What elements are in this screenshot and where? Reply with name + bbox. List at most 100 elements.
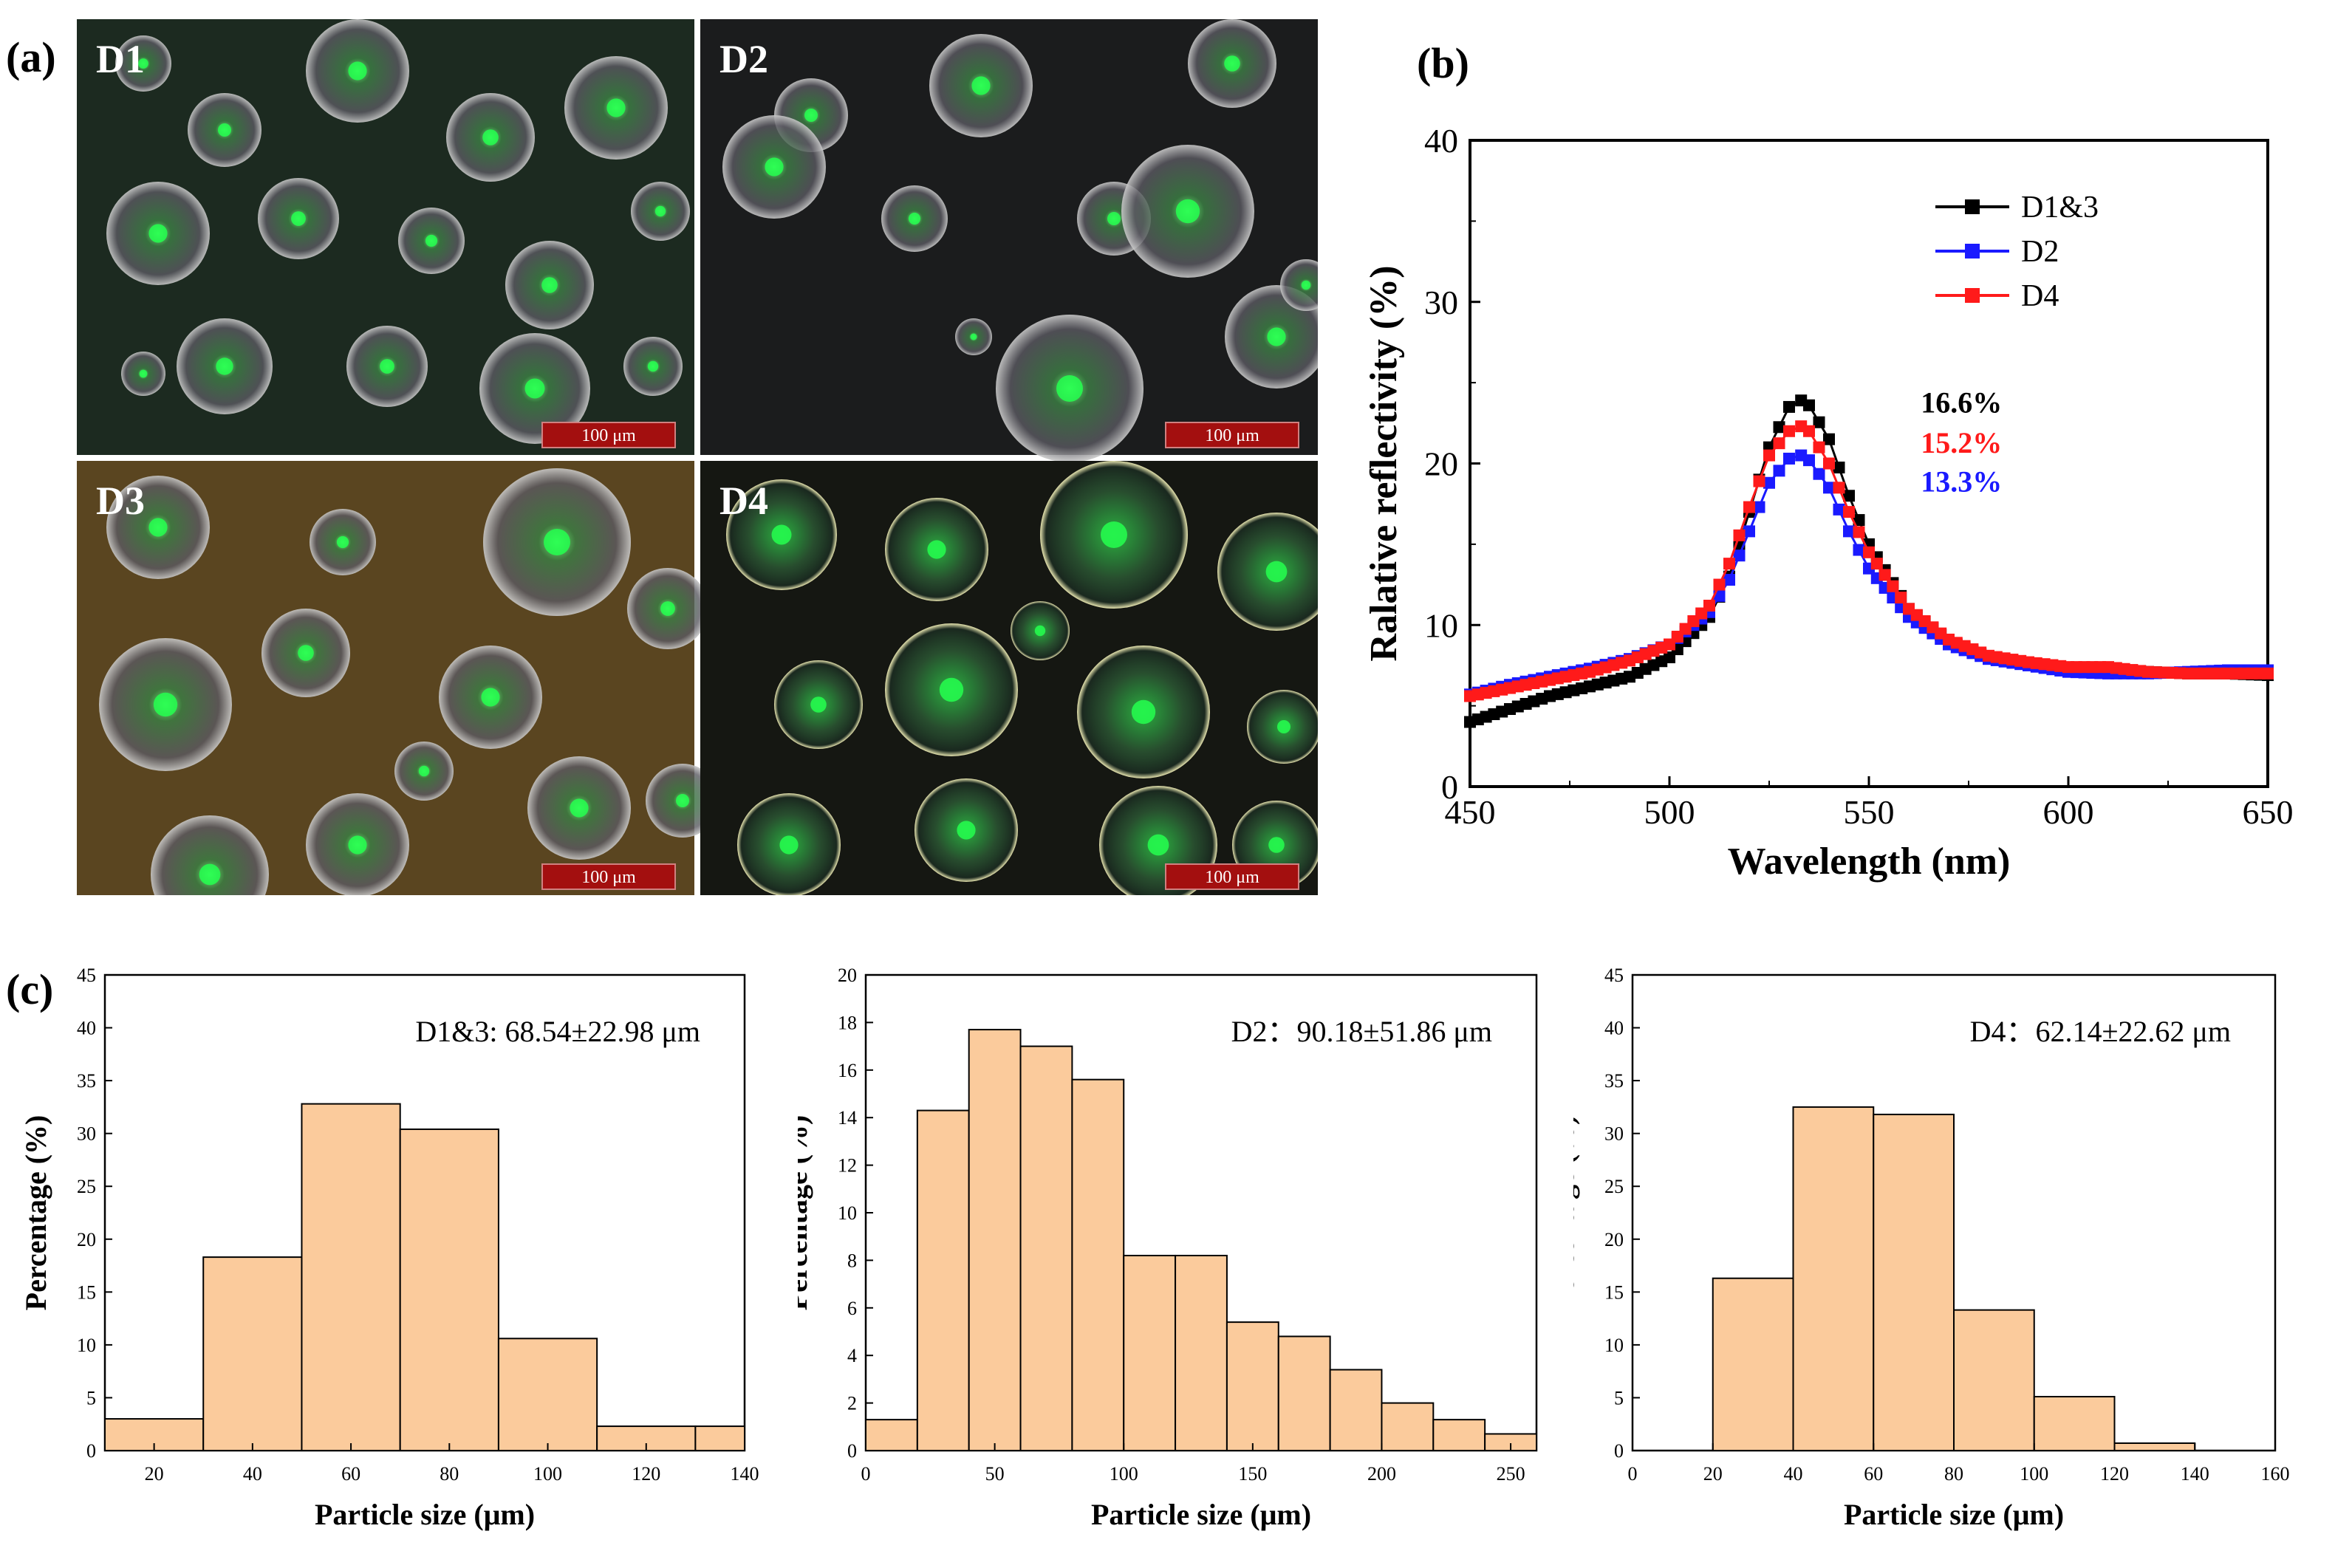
y-axis-label: Percentage (%) [798, 1115, 813, 1311]
y-tick-label: 30 [77, 1123, 96, 1145]
y-tick-label: 10 [1604, 1335, 1624, 1356]
data-point [1887, 580, 1899, 592]
microsphere-core [1301, 280, 1311, 290]
microsphere-core [199, 863, 221, 886]
data-point [1713, 578, 1726, 591]
histogram-bar [1381, 1402, 1435, 1451]
x-tick-label: 150 [1238, 1463, 1267, 1485]
y-tick-label: 0 [847, 1440, 857, 1462]
x-tick-label: 0 [861, 1463, 871, 1485]
histogram-d13: 20 40 60 80 100 120 140 0 5 10 15 20 25 30 35 40 45 Parti… [22, 965, 759, 1531]
micrograph-d2: D2 100 μm [700, 19, 1318, 462]
y-tick-label: 15 [1604, 1281, 1624, 1303]
data-point [1813, 416, 1825, 428]
x-tick-label: 100 [2020, 1463, 2048, 1485]
x-tick-label: 20 [145, 1463, 164, 1485]
microsphere-core [970, 333, 977, 340]
microsphere-core [570, 798, 589, 818]
peak-annotation: 16.6% [1921, 386, 2002, 419]
microsphere-core [654, 205, 666, 217]
data-point [1703, 600, 1715, 612]
series-d4 [1464, 420, 2274, 702]
data-point [1743, 525, 1755, 538]
x-tick-label: 250 [1497, 1463, 1525, 1485]
data-point [1833, 503, 1845, 516]
y-tick-label: 35 [77, 1070, 96, 1092]
histogram-bar [865, 1419, 918, 1452]
data-point [1763, 476, 1775, 489]
peak-annotation: 13.3% [1921, 465, 2002, 499]
panel-label-b: (b) [1417, 39, 1469, 87]
histogram-bar [1225, 1321, 1279, 1451]
microsphere-core [348, 61, 367, 81]
data-point [1723, 574, 1735, 586]
histogram-bar [1792, 1106, 1875, 1451]
y-tick-label: 20 [1424, 445, 1458, 483]
microsphere-core [418, 765, 430, 777]
microsphere-core [660, 601, 675, 616]
y-tick-label: 30 [1604, 1123, 1624, 1145]
microsphere [151, 815, 269, 895]
microsphere-core [138, 58, 148, 69]
microsphere-core [765, 157, 784, 177]
y-axis-label: Percentage (%) [1573, 1115, 1580, 1311]
microsphere-core [1175, 199, 1200, 224]
microsphere-core [779, 835, 799, 855]
x-tick-label: 120 [2100, 1463, 2129, 1485]
y-tick-label: 10 [838, 1202, 857, 1224]
data-point [1783, 452, 1795, 465]
y-tick-label: 25 [1604, 1176, 1624, 1197]
x-axis-label: Particle size (μm) [315, 1498, 535, 1531]
microsphere-core [1147, 834, 1169, 856]
scale-bar [541, 422, 676, 448]
microsphere-core [148, 224, 168, 243]
peak-annotation: 15.2% [1921, 426, 2002, 459]
data-point [1833, 461, 1845, 473]
microsphere-core [1268, 837, 1285, 853]
x-axis-label: Wavelength (nm) [1728, 841, 2011, 883]
data-point [1763, 449, 1775, 462]
y-tick-label: 4 [847, 1345, 857, 1366]
histogram-bar [1071, 1078, 1125, 1451]
microsphere-core [647, 360, 659, 372]
histogram-title: D1&3: 68.54±22.98 μm [415, 1015, 700, 1048]
reflectivity-chart: 450 500 550 600 650 0 10 20 30 40 Wavelength (nm) R… [1363, 122, 2294, 883]
histogram-bar [399, 1128, 499, 1451]
microsphere-core [810, 696, 827, 713]
histogram-title: D2：90.18±51.86 μm [1231, 1015, 1492, 1048]
data-point [1853, 526, 1865, 538]
y-tick-label: 8 [847, 1250, 857, 1271]
x-tick-label: 100 [1110, 1463, 1138, 1485]
x-tick-label: 60 [341, 1463, 360, 1485]
microsphere-core [606, 98, 626, 117]
data-point [1753, 501, 1765, 513]
microsphere-core [481, 688, 500, 707]
data-point [1853, 544, 1865, 556]
x-tick-label: 60 [1864, 1463, 1883, 1485]
scale-bar-label: 100 μm [581, 868, 636, 887]
histogram-bar [1712, 1277, 1794, 1451]
y-tick-label: 45 [1604, 965, 1624, 986]
data-point [1723, 558, 1735, 570]
microsphere-core [1277, 720, 1290, 733]
x-tick-label: 140 [2181, 1463, 2209, 1485]
microsphere-core [348, 835, 367, 855]
y-tick-label: 6 [847, 1298, 857, 1319]
series-line [1469, 425, 2268, 697]
legend-marker [1965, 288, 1980, 303]
data-point [1843, 525, 1855, 538]
microsphere-core [291, 211, 306, 226]
x-axis-label: Particle size (μm) [1844, 1498, 2064, 1531]
x-tick-label: 40 [1784, 1463, 1803, 1485]
x-tick-label: 80 [440, 1463, 459, 1485]
data-point [1823, 482, 1835, 494]
y-tick-label: 40 [1604, 1018, 1624, 1039]
microsphere-core [908, 212, 921, 225]
histogram-bar [694, 1425, 746, 1452]
microsphere [1280, 259, 1318, 311]
x-tick-label: 160 [2261, 1463, 2290, 1485]
y-tick-label: 16 [838, 1060, 857, 1081]
data-point [1733, 550, 1746, 562]
y-tick-label: 40 [77, 1018, 96, 1039]
microsphere-core [1267, 327, 1286, 346]
